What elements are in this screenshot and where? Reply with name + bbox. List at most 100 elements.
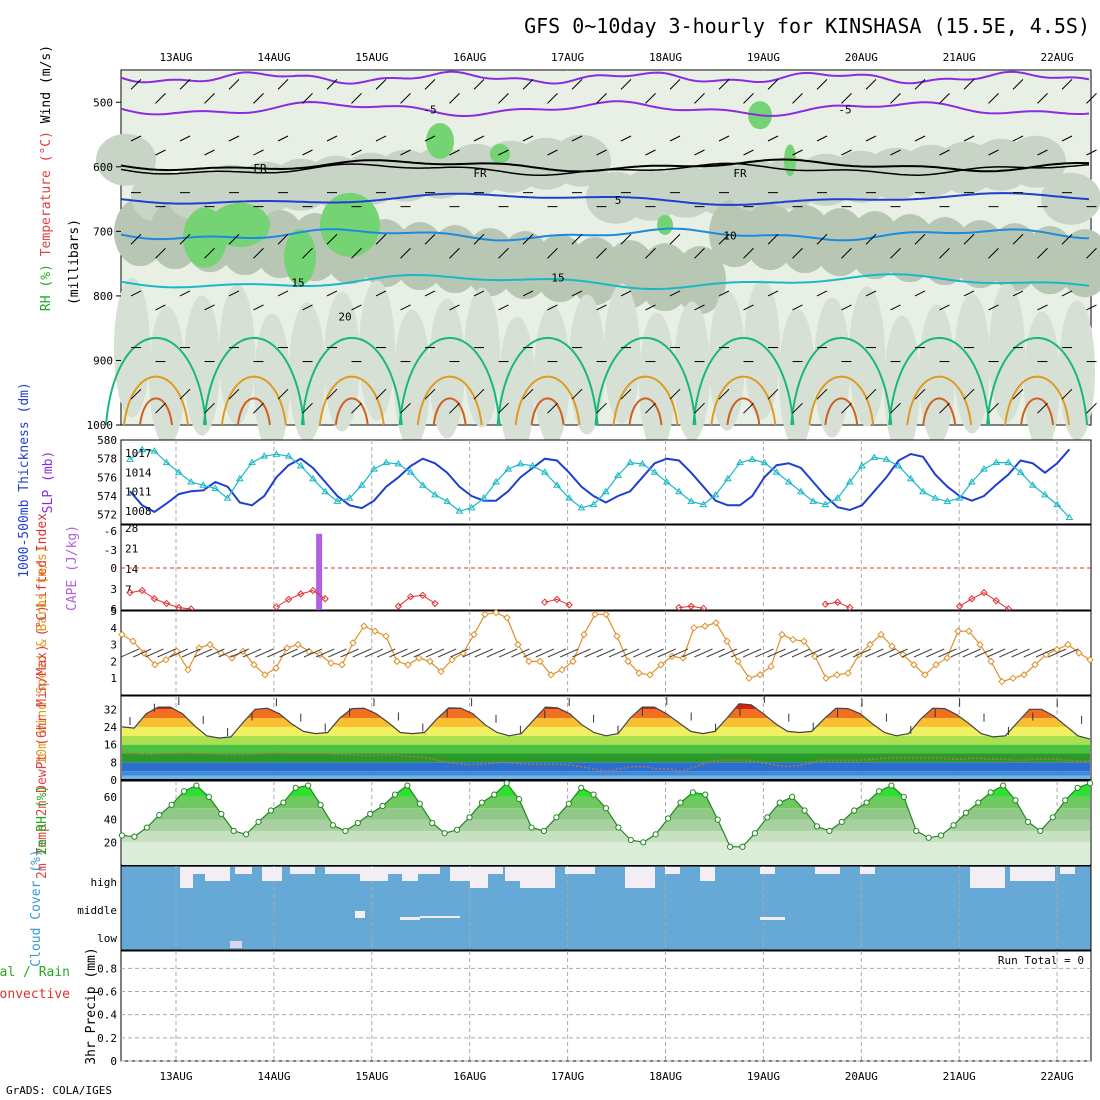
isotherm-25-loop <box>1004 375 1071 426</box>
isotherm-30-loop <box>139 397 173 426</box>
rh-shade-blob <box>429 298 465 439</box>
wind-barb <box>559 648 579 658</box>
temp-tick-label: 24 <box>104 721 118 734</box>
high-cloud-gap <box>520 867 555 888</box>
rh-marker <box>466 814 473 821</box>
upper-wind-barb <box>620 388 632 400</box>
slp-marker <box>565 494 574 501</box>
slp-marker <box>992 458 1001 466</box>
rh-high-blob <box>284 229 316 286</box>
lifted-index-marker <box>419 591 427 600</box>
wind-speed-marker <box>360 622 368 630</box>
upper-wind-barb <box>400 93 411 104</box>
slp-marker <box>199 481 208 488</box>
upper-wind-barb <box>1037 149 1048 156</box>
upper-wind-barb <box>645 247 656 259</box>
isotherm-label: 15 <box>551 272 564 285</box>
upper-wind-barb <box>326 233 338 245</box>
high-cloud-gap <box>325 867 360 874</box>
wind-barb <box>828 648 847 658</box>
wind-speed-marker <box>151 661 159 669</box>
upper-wind-barb <box>351 93 362 104</box>
wind-speed-marker <box>976 640 984 649</box>
upper-wind-barb <box>1061 290 1073 297</box>
wind-barb <box>401 648 420 658</box>
temp2m-label: 2m Temp 2m DewPt (6hr Min/Max) (°C) <box>35 605 50 879</box>
thickness-slp-frame <box>120 439 1092 525</box>
rh-marker <box>1086 780 1094 787</box>
rh-marker <box>218 810 225 818</box>
rh-shade-blob <box>464 287 500 428</box>
slp-marker <box>650 468 659 475</box>
pressure-tick-label: 500 <box>93 96 113 109</box>
slp-marker <box>784 478 793 485</box>
low-cloud-gap <box>230 941 242 948</box>
lifted-index-marker <box>687 602 695 610</box>
slp-marker <box>357 481 366 488</box>
wind-barb <box>1035 648 1055 658</box>
temp-band <box>122 775 1090 780</box>
high-cloud-gap <box>470 867 488 888</box>
middle-cloud-gap <box>355 911 365 918</box>
rh-shade-blob <box>779 308 815 449</box>
bottom-date-label: 17AUG <box>551 1070 584 1083</box>
slp-marker <box>162 458 171 466</box>
rh-shade-blob <box>814 297 850 438</box>
wind-speed-marker <box>1064 640 1072 649</box>
upper-wind-barb <box>669 135 681 142</box>
rh-marker <box>416 800 423 807</box>
rh-marker <box>913 827 920 835</box>
lifted-index-line <box>544 598 570 606</box>
rh-shade-blob <box>219 284 255 425</box>
upper-wind-barb <box>522 233 534 245</box>
wind-barb <box>706 648 725 658</box>
isotherm-label: -5 <box>838 104 851 117</box>
rh-shade-blob <box>394 309 430 450</box>
slp-marker <box>504 465 513 472</box>
upper-wind-barb <box>473 233 485 245</box>
slp-marker <box>699 500 708 508</box>
wind-speed-marker <box>371 627 379 635</box>
upper-wind-barb <box>865 290 877 297</box>
wind-barb <box>1047 648 1067 658</box>
upper-wind-barb <box>694 149 705 156</box>
slp-marker <box>382 458 391 466</box>
wind-barb <box>291 648 311 658</box>
wind-barb <box>950 648 969 658</box>
run-total: Run Total = 0 <box>998 954 1084 967</box>
pressure-tick-label: 800 <box>93 290 113 303</box>
lifted-index-line <box>678 605 704 609</box>
high-cloud-gap <box>665 867 680 874</box>
wind-barb <box>681 648 701 658</box>
wind-barb <box>413 648 433 658</box>
upper-wind-barb <box>914 135 926 142</box>
upper-wind-barb <box>596 304 607 311</box>
upper-wind-barb <box>424 388 436 400</box>
isotherm-25-loop <box>220 375 287 426</box>
isotherm-20-loop <box>300 336 403 426</box>
wind-speed-marker <box>1075 649 1083 657</box>
slp-marker <box>260 452 269 459</box>
upper-wind-barb <box>375 290 387 297</box>
isotherm-5 <box>120 192 1090 206</box>
lifted-index-marker <box>406 592 415 601</box>
high-cloud-gap <box>1010 867 1055 881</box>
slp-marker <box>455 507 464 514</box>
upper-wind-barb <box>351 402 362 414</box>
li-cape-panel: -6 -3 0 3 67 14 21 28 Lifted Index CAPE (J/kg) <box>35 513 1092 616</box>
isotherm-25-loop <box>514 375 581 426</box>
rh-band <box>122 819 1090 831</box>
rh-high-blob <box>657 214 673 235</box>
rh-marker <box>1074 784 1081 791</box>
upper-wind-barb <box>522 388 534 400</box>
upper-wind-barb <box>865 233 877 245</box>
rh-marker <box>776 799 783 806</box>
upper-wind-barb <box>792 149 803 156</box>
precip-tick-label: 0.6 <box>97 986 117 999</box>
rh-shade-blob <box>324 291 360 432</box>
upper-wind-barb <box>988 93 999 104</box>
pressure-tick-label: 700 <box>93 225 113 238</box>
wind-speed-marker <box>349 639 357 647</box>
slp-marker <box>1053 500 1062 508</box>
upper-wind-barb <box>473 135 485 142</box>
